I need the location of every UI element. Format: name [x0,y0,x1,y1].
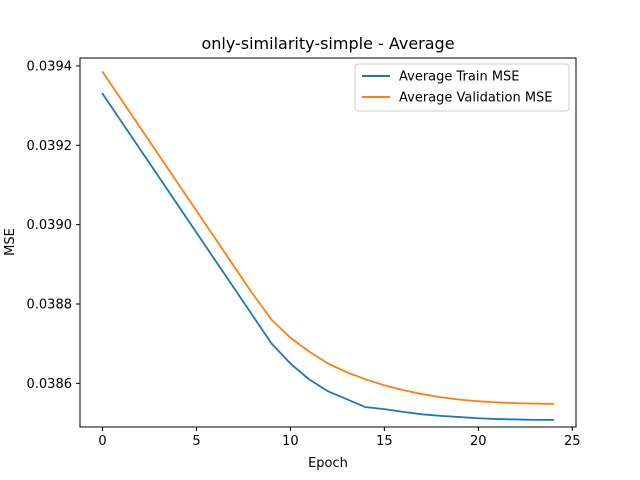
y-tick-label: 0.0388 [27,298,73,313]
chart-title: only-similarity-simple - Average [201,34,454,53]
y-axis-label: MSE [3,228,18,256]
legend-label-validation: Average Validation MSE [399,91,553,106]
legend-label-train: Average Train MSE [399,70,520,85]
x-tick-label: 5 [192,434,200,449]
y-tick-label: 0.0394 [27,59,73,74]
plot-area [79,57,577,428]
series-line-train [101,92,555,421]
x-axis-ticks: 0 5 10 15 20 25 [98,427,581,449]
y-axis-ticks: 0.0386 0.0388 0.0390 0.0392 0.0394 [27,59,80,392]
x-tick-label: 25 [564,434,581,449]
x-tick-label: 20 [470,434,487,449]
y-tick-label: 0.0386 [27,377,73,392]
y-tick-label: 0.0392 [27,139,73,154]
legend-box [354,63,570,112]
series-line-validation [101,70,555,405]
x-axis-label: Epoch [308,456,348,471]
series-layer [101,70,555,421]
legend: Average Train MSE Average Validation MSE [354,63,570,112]
x-tick-label: 10 [282,434,299,449]
x-tick-label: 0 [98,434,106,449]
y-tick-label: 0.0390 [27,218,73,233]
plot-frame [79,57,577,428]
x-tick-label: 15 [376,434,393,449]
